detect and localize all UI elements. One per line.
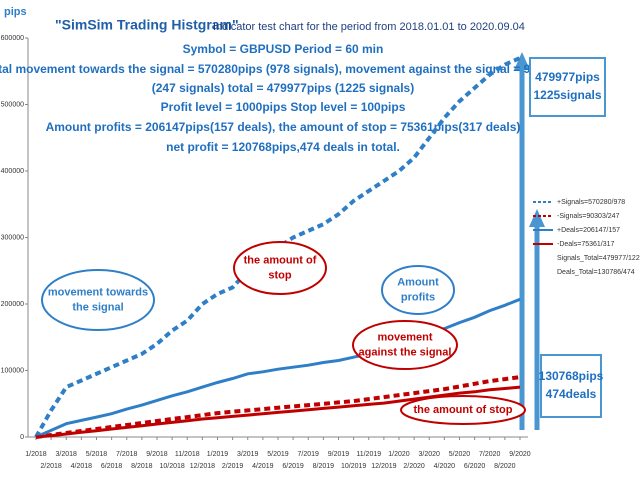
legend-label: +Deals=206147/157 (557, 227, 620, 234)
legend-note: Deals_Total=130786/474 (557, 269, 635, 276)
x-tick-label: 2/2020 (403, 463, 425, 470)
y-label: pips (4, 6, 27, 18)
legend-label: -Signals=90303/247 (557, 213, 620, 220)
legend-label: -Deals=75361/317 (557, 241, 615, 248)
x-tick-label: 10/2019 (341, 463, 366, 470)
x-tick-label: 4/2018 (71, 463, 93, 470)
info-box-text: 479977pips (535, 70, 600, 84)
x-tick-label: 6/2020 (464, 463, 486, 470)
x-tick-label: 6/2018 (101, 463, 123, 470)
x-tick-label: 12/2018 (190, 463, 215, 470)
y-tick-label: 200000 (1, 301, 24, 308)
subtitle-line: Profit level = 1000pips Stop level = 100… (161, 100, 406, 114)
subtitle-line: Symbol = GBPUSD Period = 60 min (183, 42, 384, 56)
x-tick-label: 1/2018 (25, 451, 47, 458)
callout-text: the amount of (244, 254, 317, 266)
callout (381, 265, 455, 315)
x-tick-label: 8/2020 (494, 463, 516, 470)
arrow-head (514, 52, 530, 70)
callout-text: movement towards (48, 286, 148, 298)
x-tick-label: 11/2019 (356, 451, 381, 458)
x-tick-label: 4/2020 (434, 463, 456, 470)
x-tick-label: 3/2018 (56, 451, 78, 458)
info-box (540, 354, 602, 418)
x-tick-label: 9/2018 (146, 451, 168, 458)
series-line (35, 375, 521, 439)
x-tick-label: 8/2018 (131, 463, 153, 470)
x-tick-label: 5/2020 (449, 451, 471, 458)
x-tick-label: 10/2018 (159, 463, 184, 470)
y-tick-label: 500000 (1, 101, 24, 108)
chart-title-suffix: Indicator test chart for the period from… (213, 21, 525, 33)
x-tick-label: 7/2020 (479, 451, 501, 458)
y-tick-label: 400000 (1, 168, 24, 175)
y-tick-label: 0 (20, 434, 24, 441)
x-tick-label: 2/2018 (40, 463, 62, 470)
subtitle-line: Amount profits = 206147pips(157 deals), … (46, 120, 521, 134)
info-box-text: 1225signals (533, 88, 601, 102)
callout (41, 269, 155, 331)
callout (400, 395, 526, 425)
x-tick-label: 11/2018 (175, 451, 200, 458)
x-tick-label: 9/2020 (509, 451, 531, 458)
x-tick-label: 3/2019 (237, 451, 259, 458)
subtitle-line: net profit = 120768pips,474 deals in tot… (166, 140, 400, 154)
callout-text: the signal (72, 301, 123, 313)
x-tick-label: 7/2018 (116, 451, 138, 458)
x-tick-label: 2/2019 (222, 463, 244, 470)
x-tick-label: 5/2018 (86, 451, 108, 458)
callout-text: profits (401, 291, 435, 303)
info-box-text: 130768pips (539, 369, 604, 383)
x-tick-label: 8/2019 (313, 463, 335, 470)
info-box-text: 474deals (546, 387, 597, 401)
x-tick-label: 4/2019 (252, 463, 274, 470)
subtitle-line: (247 signals) total = 479977pips (1225 s… (152, 81, 414, 95)
legend-label: +Signals=570280/978 (557, 199, 625, 206)
x-tick-label: 1/2020 (388, 451, 410, 458)
callout (352, 320, 458, 370)
x-tick-label: 3/2020 (419, 451, 441, 458)
chart-title: "SimSim Trading Histgram" (55, 17, 239, 33)
callout-text: movement (377, 331, 432, 343)
callout-text: stop (268, 269, 292, 281)
subtitle-line: Total movement towards the signal = 5702… (0, 62, 582, 76)
x-tick-label: 7/2019 (298, 451, 320, 458)
y-tick-label: 600000 (1, 35, 24, 42)
y-tick-label: 300000 (1, 234, 24, 241)
y-tick-label: 100000 (1, 367, 24, 374)
x-tick-label: 1/2019 (207, 451, 229, 458)
callout-text: against the signal (359, 346, 452, 358)
series-line (35, 385, 521, 439)
x-tick-label: 12/2019 (371, 463, 396, 470)
info-box (529, 57, 606, 117)
callout (233, 241, 327, 295)
x-tick-label: 9/2019 (328, 451, 350, 458)
legend-note: Signals_Total=479977/1225 (557, 255, 640, 262)
x-tick-label: 5/2019 (267, 451, 289, 458)
callout-text: the amount of stop (414, 404, 513, 416)
arrow-head (529, 209, 545, 227)
x-tick-label: 6/2019 (282, 463, 304, 470)
callout-text: Amount (397, 276, 439, 288)
